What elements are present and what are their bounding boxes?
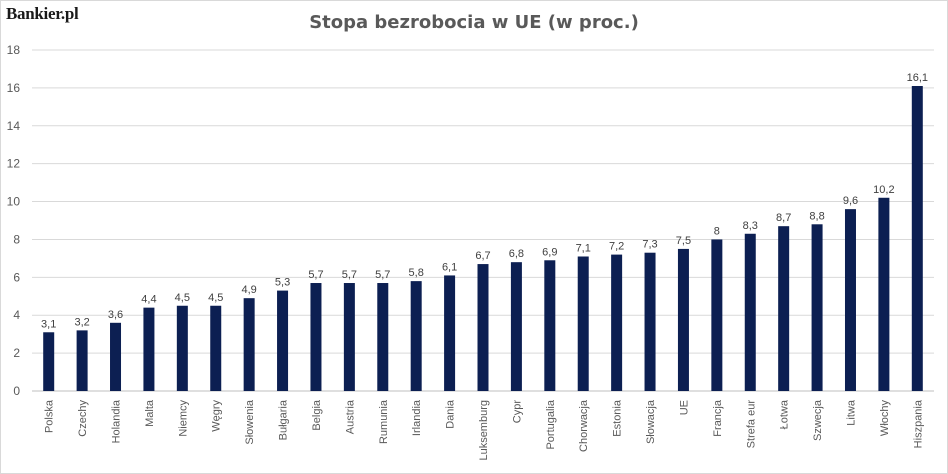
data-label: 3,1 <box>41 318 56 330</box>
x-tick-label: Rumunia <box>378 399 390 444</box>
x-tick-label: UE <box>678 400 690 415</box>
data-label: 3,2 <box>74 316 89 328</box>
bar <box>744 233 756 391</box>
data-label: 8,8 <box>809 210 824 222</box>
data-label: 4,4 <box>141 294 156 306</box>
bar <box>778 226 790 391</box>
bars: 3,1 3,2 3,6 4,4 4,5 4,5 4,9 5,3 5,7 5,7 5,7 5,8 6,1 6… <box>41 72 928 391</box>
y-tick-label: 16 <box>7 81 21 95</box>
x-tick-label: Węgry <box>211 400 223 432</box>
y-tick-label: 18 <box>7 43 21 57</box>
x-tick-label: Strefa eur <box>745 400 757 449</box>
bar <box>844 209 856 391</box>
x-axis: Polska Czechy Holandia Malta Niemcy Węgry Słow… <box>44 399 925 460</box>
x-tick-label: Łotwa <box>779 399 791 429</box>
data-label: 8,7 <box>776 212 791 224</box>
data-label: 9,6 <box>843 195 858 207</box>
x-tick-label: Bułgaria <box>278 399 290 440</box>
data-label: 8 <box>714 225 720 237</box>
bar <box>210 305 222 391</box>
x-tick-label: Litwa <box>845 399 857 426</box>
bar <box>544 260 556 391</box>
bar <box>711 239 723 391</box>
x-tick-label: Włochy <box>879 400 891 437</box>
bar <box>310 283 322 391</box>
data-label: 16,1 <box>907 72 928 84</box>
data-label: 8,3 <box>743 220 758 232</box>
data-label: 7,5 <box>676 235 691 247</box>
bar <box>477 264 489 391</box>
x-tick-label: Luksemburg <box>478 400 490 461</box>
data-label: 4,5 <box>208 292 223 304</box>
data-label: 6,8 <box>509 248 524 260</box>
y-tick-label: 6 <box>13 270 20 284</box>
bar <box>911 85 923 391</box>
bar <box>43 332 55 391</box>
bar <box>611 254 623 391</box>
x-tick-label: Słowenia <box>244 399 256 445</box>
data-label: 7,3 <box>642 239 657 251</box>
data-label: 10,2 <box>873 184 894 196</box>
chart-title: Stopa bezrobocia w UE (w proc.) <box>309 12 639 33</box>
x-tick-label: Belgia <box>311 399 323 430</box>
data-label: 6,9 <box>542 246 557 258</box>
bar <box>176 305 188 391</box>
x-tick-label: Chorwacja <box>578 399 590 452</box>
data-label: 6,1 <box>442 261 457 273</box>
data-label: 6,7 <box>475 250 490 262</box>
x-tick-label: Estonia <box>612 399 624 437</box>
bar <box>410 281 422 391</box>
y-tick-label: 4 <box>13 308 20 322</box>
data-label: 4,9 <box>241 284 256 296</box>
x-tick-label: Hiszpania <box>912 399 924 448</box>
bankier-logo: Bankier.pl <box>6 4 79 23</box>
bar <box>811 224 823 391</box>
data-label: 5,7 <box>375 269 390 281</box>
x-tick-label: Irlandia <box>411 399 423 436</box>
x-tick-label: Holandia <box>111 399 123 443</box>
bar <box>510 262 522 391</box>
bar <box>878 197 890 391</box>
bar <box>76 330 88 391</box>
y-axis: 0 2 4 6 8 10 12 14 16 18 <box>7 43 21 398</box>
data-label: 5,3 <box>275 277 290 289</box>
y-tick-label: 2 <box>13 346 20 360</box>
x-tick-label: Polska <box>44 399 56 433</box>
data-label: 5,7 <box>342 269 357 281</box>
data-label: 3,6 <box>108 309 123 321</box>
x-tick-label: Austria <box>344 399 356 434</box>
x-tick-label: Czechy <box>77 400 89 437</box>
x-tick-label: Słowacja <box>645 399 657 444</box>
data-label: 4,5 <box>175 292 190 304</box>
x-tick-label: Szwecja <box>812 399 824 441</box>
y-tick-label: 10 <box>7 195 21 209</box>
x-tick-label: Cypr <box>511 400 523 424</box>
data-label: 5,8 <box>409 267 424 279</box>
bar <box>277 290 289 391</box>
x-tick-label: Malta <box>144 399 156 427</box>
bar <box>644 252 656 391</box>
x-tick-label: Francja <box>712 399 724 437</box>
bar <box>577 256 589 391</box>
y-tick-label: 8 <box>13 232 20 246</box>
bar <box>444 275 456 391</box>
data-label: 7,1 <box>576 242 591 254</box>
data-label: 5,7 <box>308 269 323 281</box>
bar <box>110 322 122 391</box>
bar <box>677 248 689 391</box>
y-tick-label: 12 <box>7 157 21 171</box>
y-tick-label: 0 <box>13 384 20 398</box>
bar <box>343 283 355 391</box>
x-tick-label: Portugalia <box>545 399 557 449</box>
bar <box>143 307 155 391</box>
x-tick-label: Dania <box>445 399 457 429</box>
data-label: 7,2 <box>609 241 624 253</box>
x-tick-label: Niemcy <box>177 400 189 437</box>
bar <box>377 283 389 391</box>
bar <box>243 298 255 391</box>
y-tick-label: 14 <box>7 119 21 133</box>
